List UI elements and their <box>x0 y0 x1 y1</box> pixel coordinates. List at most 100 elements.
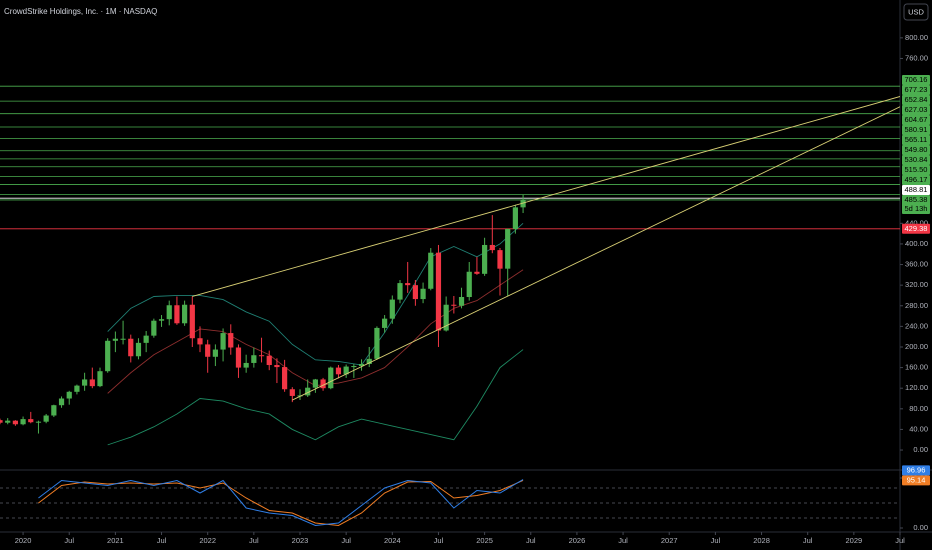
oscillator-pane <box>0 479 900 527</box>
candle-body <box>220 333 226 350</box>
candle-body <box>212 349 218 357</box>
y-tick-label: 0.00 <box>913 445 928 454</box>
candle-body <box>151 320 157 336</box>
y-tick-label: 280.00 <box>905 301 928 310</box>
x-tick-label: Jul <box>526 536 536 545</box>
x-tick-label: Jul <box>434 536 444 545</box>
candle-body <box>474 271 480 274</box>
y-tick-label: 120.00 <box>905 383 928 392</box>
last-value-label: 96.96 <box>907 466 926 475</box>
candle-body <box>266 355 272 366</box>
level-label: 706.16 <box>905 75 928 84</box>
candle-body <box>451 304 457 306</box>
level-label: 565.11 <box>905 135 927 144</box>
last-value-label: 95.14 <box>907 476 926 485</box>
level-label: 496.17 <box>905 175 928 184</box>
x-tick-label: Jul <box>618 536 628 545</box>
level-label-box <box>902 84 930 95</box>
candle-body <box>97 371 103 387</box>
last-value-box <box>902 475 930 486</box>
x-tick-label: 2021 <box>107 536 124 545</box>
y-tick-label: 400.00 <box>905 239 928 248</box>
candle-body <box>20 419 26 425</box>
currency[interactable]: USD <box>908 7 924 16</box>
x-tick-label: Jul <box>249 536 259 545</box>
x-tick-label: 2024 <box>384 536 401 545</box>
candle-body <box>51 405 57 416</box>
candle-body <box>466 271 472 298</box>
x-tick-label: 2020 <box>15 536 32 545</box>
candle-body <box>320 379 326 389</box>
candle-body <box>182 304 188 324</box>
countdown: 5d 13h <box>905 204 928 213</box>
y-tick-label: 80.00 <box>909 404 928 413</box>
candle-body <box>158 319 165 321</box>
candle-body <box>435 252 442 331</box>
candle-body <box>505 228 511 269</box>
candle-body <box>458 297 465 306</box>
level-label-box <box>902 104 930 115</box>
price-pane <box>0 85 900 446</box>
candle-body <box>197 338 203 345</box>
y-tick-label: 160.00 <box>905 363 928 372</box>
level-label: 627.03 <box>905 105 928 114</box>
level-label-box <box>902 144 930 155</box>
currency-button[interactable] <box>903 3 929 21</box>
last-value-box <box>902 465 930 476</box>
y-tick-label: 320.00 <box>905 280 928 289</box>
y-tick-label: 200.00 <box>905 342 928 351</box>
level-label-box <box>902 194 930 214</box>
candle-body <box>28 419 34 423</box>
candle-body <box>351 366 357 368</box>
candle-body <box>282 367 288 390</box>
level-label: 530.84 <box>905 155 928 164</box>
level-label-box <box>902 114 930 125</box>
level-label: 515.50 <box>905 165 928 174</box>
bollinger-lower <box>107 349 524 446</box>
candle-body <box>135 342 142 357</box>
candle-body <box>489 244 495 251</box>
candle-body <box>143 335 149 343</box>
candle-body <box>82 379 88 386</box>
oscillator-line <box>38 479 524 527</box>
y-tick-label: 800.00 <box>905 33 928 42</box>
candle-body <box>228 333 234 348</box>
candle-body <box>105 340 111 372</box>
candle-body <box>520 199 526 208</box>
candle-body <box>374 327 380 359</box>
x-tick-label: Jul <box>895 536 905 545</box>
candle-body <box>235 347 242 368</box>
level-label-box <box>902 74 930 85</box>
chart-title: CrowdStrike Holdings, Inc. · 1M · NASDAQ <box>4 7 157 16</box>
x-tick-label: 2023 <box>292 536 309 545</box>
trendline <box>292 106 900 401</box>
x-tick-label: 2025 <box>476 536 493 545</box>
x-tick-label: Jul <box>803 536 813 545</box>
candle-body <box>482 244 488 274</box>
candle-body <box>35 421 42 423</box>
candle-body <box>305 387 311 396</box>
level-label-box <box>902 154 930 165</box>
level-label-box <box>902 164 930 175</box>
x-tick-label: Jul <box>711 536 721 545</box>
level-label-box <box>902 174 930 185</box>
level-label: 677.23 <box>905 85 928 94</box>
level-label-box <box>902 134 930 145</box>
level-label: 604.67 <box>905 115 928 124</box>
candle-body <box>335 367 342 375</box>
x-tick-label: Jul <box>157 536 167 545</box>
x-tick-label: 2029 <box>846 536 863 545</box>
level-label: 488.81 <box>905 185 928 194</box>
candle-body <box>243 362 249 368</box>
y-tick-label: 440.00 <box>905 218 928 227</box>
candle-body <box>66 391 72 399</box>
candle-body <box>397 283 403 300</box>
candle-body <box>166 305 172 320</box>
x-tick-label: 2022 <box>199 536 216 545</box>
x-tick-label: 2028 <box>753 536 770 545</box>
candle-body <box>251 355 257 363</box>
candle-body <box>382 318 388 328</box>
y-tick-label: 40.00 <box>909 424 928 433</box>
